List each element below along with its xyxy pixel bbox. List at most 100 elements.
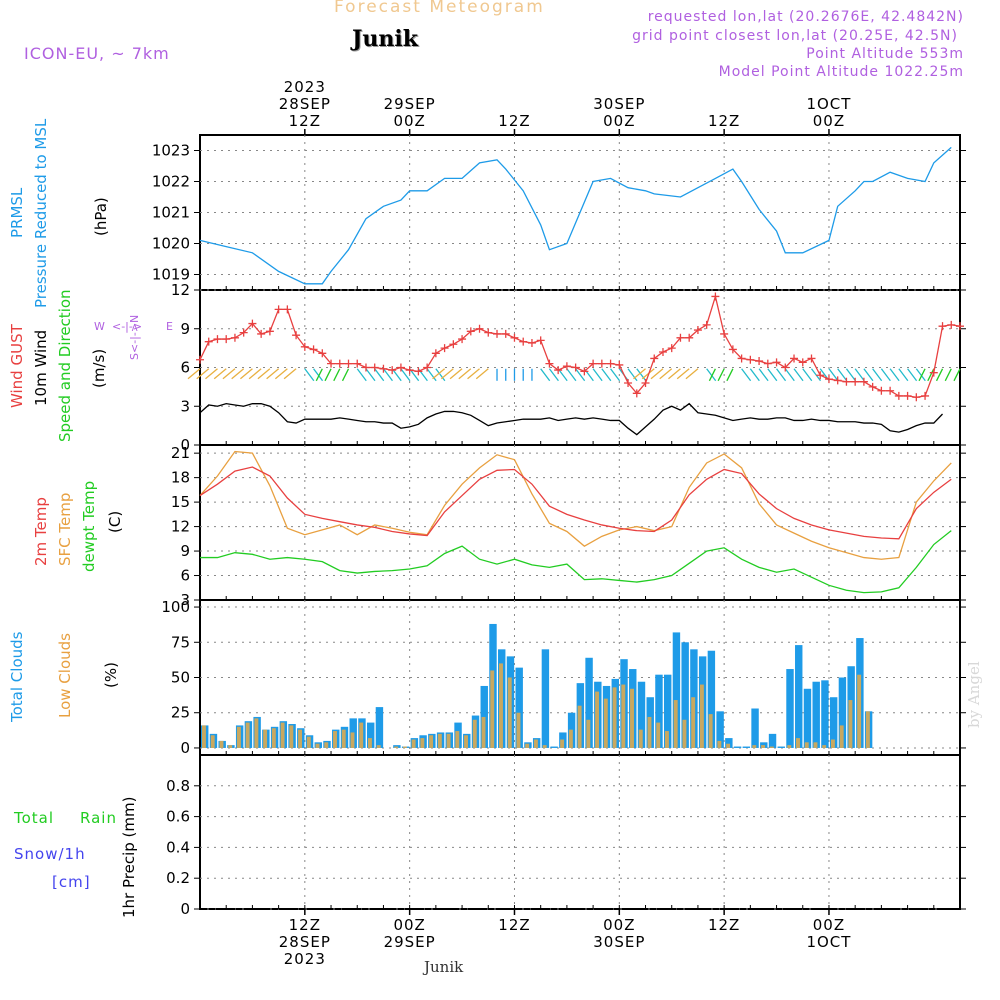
gust-marker: [894, 391, 903, 400]
gust-marker: [903, 391, 912, 400]
bar-total-clouds: [716, 711, 724, 748]
compass-mid: <-|->: [112, 320, 143, 333]
panel-frame-precipitation: [199, 754, 961, 910]
bar-total-clouds: [393, 745, 401, 748]
bar-low-clouds: [298, 729, 303, 748]
precip-cm-label: [cm]: [52, 873, 91, 891]
bar-low-clouds: [717, 740, 722, 748]
bar-total-clouds: [515, 667, 523, 748]
bar-low-clouds: [394, 746, 399, 748]
bar-low-clouds: [822, 745, 827, 748]
y-tick-label: 0: [180, 436, 190, 454]
wind-arrow: [854, 368, 865, 382]
top-time-label: 00Z: [393, 112, 425, 130]
requested-coords: requested lon,lat (20.2676E, 42.4842N): [647, 9, 964, 25]
y-tick-label: 3: [180, 591, 190, 609]
gust-marker: [693, 326, 702, 335]
wind-arrow: [918, 368, 926, 382]
bar-total-clouds: [655, 674, 663, 748]
bar-total-clouds: [366, 722, 375, 748]
gust-marker: [510, 333, 519, 342]
bar-total-clouds: [375, 707, 384, 748]
y-tick-label: 0.2: [166, 869, 190, 887]
gust-marker: [283, 305, 292, 314]
wind-arrow: [213, 368, 227, 380]
gust-marker: [929, 368, 938, 377]
bar-low-clouds: [664, 731, 669, 748]
precip-total-label: Total: [14, 809, 55, 827]
top-time-label: 2023: [284, 78, 326, 96]
gust-marker: [790, 354, 799, 363]
series-line-10m-wind: [199, 402, 943, 436]
wind-arrow: [758, 368, 769, 382]
bar-low-clouds: [376, 745, 381, 748]
bar-low-clouds: [595, 691, 600, 748]
top-time-label: 30SEP: [593, 95, 645, 113]
gust-marker: [379, 364, 388, 373]
bar-low-clouds: [402, 746, 407, 748]
bar-low-clouds: [568, 729, 573, 748]
bottom-time-label: 00Z: [603, 916, 635, 934]
gust-marker: [798, 358, 807, 367]
bar-low-clouds: [577, 705, 582, 748]
bar-low-clouds: [263, 729, 268, 748]
gust-marker: [615, 360, 624, 369]
wind-arrow: [627, 368, 638, 382]
wind-arrow: [726, 368, 734, 382]
wind-arrow: [382, 368, 393, 382]
bar-total-clouds: [550, 746, 558, 748]
wind-arrow: [222, 368, 236, 380]
gust-marker: [921, 391, 930, 400]
bar-low-clouds: [656, 722, 661, 748]
gust-marker: [466, 327, 475, 336]
y-tick-label: 1023: [152, 142, 190, 160]
bar-low-clouds: [490, 670, 495, 748]
gust-marker: [868, 382, 877, 391]
gust-marker: [842, 377, 851, 386]
bar-total-clouds: [751, 708, 759, 748]
wind-arrow: [324, 368, 332, 382]
wind-arrow: [400, 368, 411, 382]
gust-marker: [685, 333, 694, 342]
bar-low-clouds: [324, 742, 329, 748]
series-line-sfc-temp: [199, 450, 952, 560]
wind-arrow: [776, 368, 787, 382]
bar-total-clouds: [541, 649, 550, 748]
y-tick-label: 9: [180, 320, 190, 338]
gust-marker: [458, 335, 467, 344]
wind-arrow: [313, 368, 324, 382]
precip-snow-label: Snow/1h: [14, 845, 86, 863]
model-label: ICON-EU, ~ 7km: [24, 44, 170, 63]
gust-marker: [257, 329, 266, 338]
gust-marker: [641, 379, 650, 387]
wind-arrow: [187, 368, 201, 380]
bar-total-clouds: [829, 697, 838, 748]
y-tick-label: 9: [180, 542, 190, 560]
bar-low-clouds: [254, 718, 259, 748]
gust-marker: [196, 355, 204, 364]
y-tick-label: 1022: [152, 173, 190, 191]
gust-marker: [344, 359, 353, 368]
grid-point-coords: grid point closest lon,lat (20.25E, 42.5…: [632, 28, 958, 44]
y-tick-label: 1021: [152, 204, 190, 222]
y-tick-label: 12: [171, 518, 190, 536]
bar-low-clouds: [839, 725, 844, 748]
wind-arrow: [274, 368, 288, 380]
gust-marker: [222, 335, 231, 344]
wind-arrow: [837, 368, 848, 382]
wind-arrow: [863, 368, 874, 382]
gust-marker: [292, 331, 301, 340]
wind-arrow: [659, 368, 673, 380]
point-altitude: Point Altitude 553m: [806, 46, 964, 62]
bar-low-clouds: [411, 739, 416, 748]
wind-arrow: [304, 368, 315, 382]
series-line-2m-temp: [199, 466, 952, 540]
gust-marker: [824, 375, 833, 384]
gust-marker: [554, 366, 563, 375]
wind-arrow: [196, 368, 210, 380]
wind-arrow: [239, 368, 253, 380]
wind-arrow: [872, 368, 883, 382]
bottom-time-label: 30SEP: [593, 933, 645, 951]
gust-marker: [396, 363, 405, 372]
bar-low-clouds: [525, 743, 530, 748]
